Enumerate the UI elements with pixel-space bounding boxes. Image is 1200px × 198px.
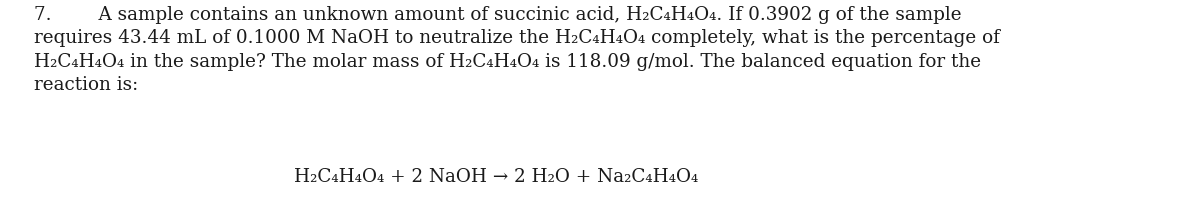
Text: H₂C₄H₄O₄ + 2 NaOH → 2 H₂O + Na₂C₄H₄O₄: H₂C₄H₄O₄ + 2 NaOH → 2 H₂O + Na₂C₄H₄O₄ — [294, 168, 698, 186]
Text: 7.        A sample contains an unknown amount of succinic acid, H₂C₄H₄O₄. If 0.3: 7. A sample contains an unknown amount o… — [34, 6, 1000, 94]
